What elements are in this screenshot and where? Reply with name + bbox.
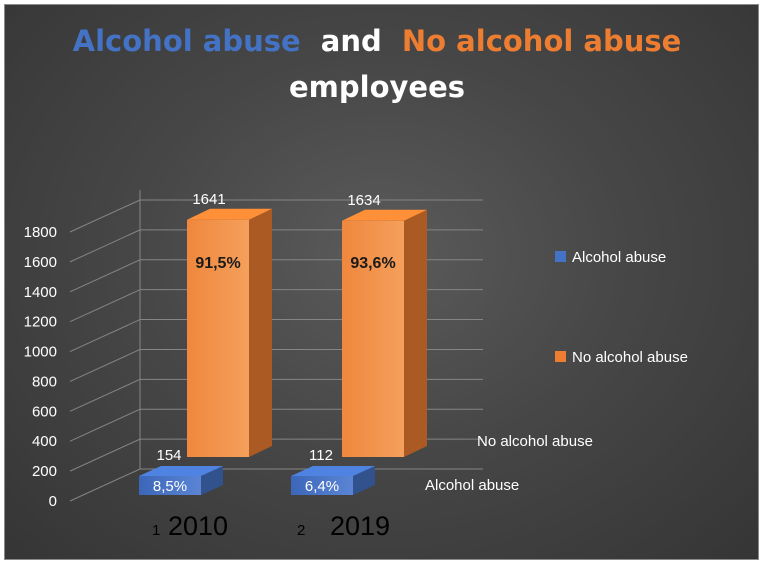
value-label-alcohol-2010: 154 bbox=[156, 447, 181, 464]
bar-alcohol-2019-front bbox=[291, 476, 353, 495]
title-part-1: Alcohol abuse bbox=[73, 24, 301, 58]
bar-no-alcohol-2019-top bbox=[342, 209, 427, 221]
y-tick-label-600: 600 bbox=[32, 403, 57, 420]
legend-label-alcohol-abuse: Alcohol abuse bbox=[572, 249, 666, 266]
bar-alcohol-2010-front bbox=[139, 476, 201, 495]
pct-label-alcohol-2019: 6,4% bbox=[305, 478, 339, 495]
y-tick-label-1600: 1600 bbox=[24, 254, 57, 271]
chart-svg: Alcohol abuse and No alcohol abuse emplo… bbox=[24, 24, 688, 541]
category-label-2019: 2019 bbox=[330, 511, 390, 541]
data-labels: 1641 91,5% 1634 93,6% 154 8,5% 112 6,4% bbox=[153, 191, 396, 495]
category-index-2: 2 bbox=[297, 522, 305, 539]
gridline-side-1400 bbox=[69, 259, 141, 293]
bar-no-alcohol-2019-front bbox=[342, 220, 404, 457]
category-index-1: 1 bbox=[152, 522, 160, 539]
gridline-side-800 bbox=[69, 348, 141, 382]
chart-frame: Alcohol abuse and No alcohol abuse emplo… bbox=[4, 4, 759, 560]
y-tick-label-1800: 1800 bbox=[24, 224, 57, 241]
depth-axis-label-no-alcohol: No alcohol abuse bbox=[477, 433, 593, 450]
gridline-side-200 bbox=[69, 438, 141, 472]
chart-title: Alcohol abuse and No alcohol abuse bbox=[73, 24, 682, 58]
legend-swatch-alcohol-abuse bbox=[555, 251, 566, 262]
chart-title-line2: employees bbox=[289, 70, 465, 104]
bar-no-alcohol-2010-front bbox=[187, 219, 249, 457]
value-label-no-alcohol-2010: 1641 bbox=[192, 191, 225, 208]
gridline-side-1000 bbox=[69, 319, 141, 353]
pct-label-no-alcohol-2019: 93,6% bbox=[350, 255, 395, 272]
y-axis-ticks: 0 200 400 600 800 1000 1200 1400 1600 1800 bbox=[24, 224, 57, 510]
gridline-side-1200 bbox=[69, 289, 141, 323]
bar-alcohol-2019-top bbox=[291, 466, 375, 476]
y-tick-label-200: 200 bbox=[32, 463, 57, 480]
pct-label-no-alcohol-2010: 91,5% bbox=[195, 255, 240, 272]
bar-alcohol-2010-side bbox=[201, 466, 223, 495]
gridline-side-1800 bbox=[69, 199, 141, 233]
bar-no-alcohol-2010-side bbox=[249, 208, 272, 457]
y-tick-label-400: 400 bbox=[32, 433, 57, 450]
title-part-2: and bbox=[321, 24, 382, 58]
title-part-3: No alcohol abuse bbox=[402, 24, 681, 58]
pct-label-alcohol-2010: 8,5% bbox=[153, 478, 187, 495]
bar-alcohol-2010-top bbox=[139, 466, 223, 476]
depth-axis-label-alcohol: Alcohol abuse bbox=[425, 477, 519, 494]
bar-no-alcohol-2019-side bbox=[404, 209, 427, 457]
gridline-side-1600 bbox=[69, 229, 141, 263]
gridline-side-0 bbox=[69, 468, 141, 502]
value-label-alcohol-2019: 112 bbox=[309, 447, 333, 464]
gridline-side-600 bbox=[69, 378, 141, 412]
y-tick-label-1200: 1200 bbox=[24, 314, 57, 331]
value-label-no-alcohol-2019: 1634 bbox=[347, 192, 380, 209]
category-label-2010: 2010 bbox=[168, 511, 228, 541]
y-tick-label-800: 800 bbox=[32, 373, 57, 390]
bar-alcohol-2019-side bbox=[353, 466, 375, 495]
y-tick-label-1000: 1000 bbox=[24, 344, 57, 361]
gridline-side-400 bbox=[69, 408, 141, 442]
y-tick-label-1400: 1400 bbox=[24, 284, 57, 301]
legend-label-no-alcohol-abuse: No alcohol abuse bbox=[572, 349, 688, 366]
y-tick-label-0: 0 bbox=[49, 493, 57, 510]
bars bbox=[139, 208, 427, 495]
legend-swatch-no-alcohol-abuse bbox=[555, 351, 566, 362]
bar-no-alcohol-2010-top bbox=[187, 208, 272, 220]
